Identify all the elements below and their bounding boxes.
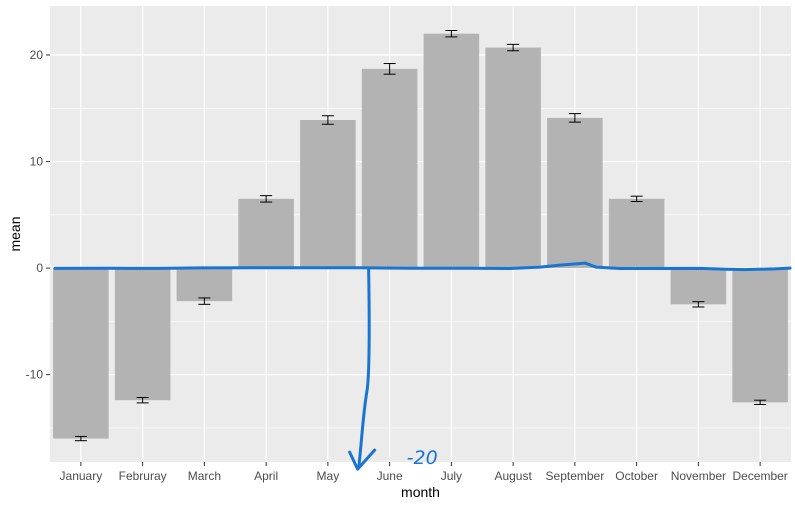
x-tick-label: October [615, 469, 658, 483]
error-bar [445, 30, 458, 38]
error-bar [568, 113, 581, 123]
error-bar [383, 63, 396, 75]
bar-december [732, 268, 788, 403]
x-tick-label: November [671, 469, 726, 483]
error-bar [198, 297, 211, 305]
error-bar [692, 301, 705, 308]
hand-drawn-annotation: -20 [53, 261, 792, 471]
x-tick-label: December [732, 469, 787, 483]
bar-may [300, 120, 356, 269]
x-tick-label: April [254, 469, 278, 483]
x-axis-ticks: January Februray March April May June July Augu… [60, 462, 788, 483]
error-bar [74, 435, 87, 442]
x-axis-title: month [401, 484, 440, 500]
minor-gridlines [50, 107, 791, 429]
annotation-text: -20 [407, 447, 438, 469]
hand-drawn-zero-line [53, 261, 792, 272]
x-tick-label: January [60, 469, 103, 483]
error-bar [321, 115, 334, 125]
error-bars [74, 30, 767, 442]
bar-september [547, 117, 603, 269]
plot-panel [50, 6, 791, 462]
error-bar [507, 43, 520, 52]
bar-january [53, 268, 109, 439]
x-tick-label: March [188, 469, 221, 483]
error-bar [754, 399, 767, 405]
y-axis-ticks: -10 0 10 20 [26, 48, 50, 382]
x-tick-label: June [377, 469, 403, 483]
bar-july [423, 33, 480, 269]
x-tick-label: August [494, 469, 532, 483]
y-axis-title: mean [7, 216, 23, 251]
error-bar [260, 195, 273, 203]
bar-june [361, 68, 418, 269]
error-bar [136, 397, 149, 404]
y-tick-label: 20 [30, 48, 44, 62]
x-tick-label: July [441, 469, 462, 483]
bar-march [176, 268, 233, 302]
error-bar [630, 195, 643, 203]
bar-februray [114, 268, 171, 401]
bar-november [670, 268, 727, 305]
hand-drawn-down-arrow [348, 267, 377, 471]
bars [53, 33, 788, 439]
x-tick-label: Februray [119, 469, 167, 483]
x-tick-label: September [546, 469, 605, 483]
y-tick-label: 0 [36, 261, 43, 275]
x-tick-label: May [317, 469, 340, 483]
bar-april [238, 198, 294, 269]
bar-august [485, 47, 541, 269]
bar-october [608, 198, 665, 269]
y-tick-label: 10 [30, 155, 44, 169]
y-tick-label: -10 [26, 368, 44, 382]
